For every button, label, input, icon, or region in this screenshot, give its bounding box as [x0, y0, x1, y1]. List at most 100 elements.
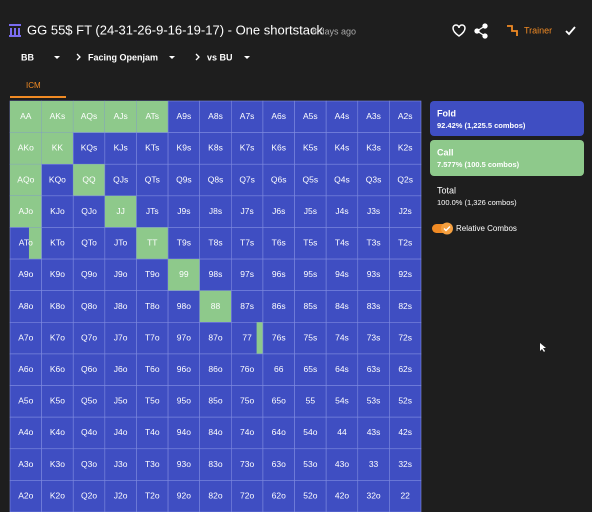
hand-cell [389, 322, 422, 355]
hand-label: 74s [335, 332, 349, 342]
hand-label: T5o [145, 396, 160, 406]
hand-cell [199, 322, 232, 355]
hand-label: 73s [367, 332, 381, 342]
hand-cell [389, 227, 422, 260]
hand-label: T6o [145, 364, 160, 374]
cursor [540, 343, 546, 352]
hand-label: QTs [145, 174, 160, 184]
hand-label: J8s [209, 206, 222, 216]
hand-cell [294, 448, 327, 481]
hand-cell [136, 163, 169, 197]
hand-label: 99 [179, 269, 189, 279]
hand-label: T2s [398, 238, 412, 248]
filter[interactable]: vs BU [207, 52, 233, 62]
hand-cell [294, 100, 327, 133]
call-share [104, 195, 137, 228]
filter[interactable]: BB [21, 52, 34, 62]
tab-underline [10, 96, 66, 98]
tab[interactable]: ICM [26, 81, 41, 90]
hand-cell [262, 163, 295, 197]
hand-label: 97s [240, 269, 254, 279]
hand-cell [41, 480, 74, 512]
hand-label: 76s [272, 332, 286, 342]
hand-label: Q2o [81, 490, 97, 500]
hand-label: J7o [114, 332, 128, 342]
hand-label: 53s [367, 396, 381, 406]
hand-label: JTs [146, 206, 159, 216]
hand-label: 55 [306, 396, 316, 406]
hand-label: T5s [303, 238, 317, 248]
hand-label: AJs [114, 111, 128, 121]
hand-cell [262, 322, 295, 355]
hand-cell [199, 448, 232, 481]
hand-label: AQs [81, 111, 98, 121]
hand-cell [9, 353, 42, 386]
share-button[interactable] [474, 23, 488, 39]
hand-label: J9s [177, 206, 190, 216]
hand-label: Q4s [334, 174, 350, 184]
hand-label: 75s [303, 332, 317, 342]
hand-cell [389, 258, 422, 291]
hand-label: 73o [240, 459, 254, 469]
hand-cell [167, 100, 200, 133]
hand-label: T2o [145, 490, 160, 500]
hand-label: A9o [18, 269, 33, 279]
filter[interactable]: Facing Openjam [88, 52, 158, 62]
hand-cell [167, 227, 200, 260]
hand-label: J2o [114, 490, 128, 500]
hand-cell [262, 100, 295, 133]
hand-cell [199, 163, 232, 197]
hand-label: T8s [208, 238, 222, 248]
hand-cell [72, 448, 106, 481]
hand-cell [357, 322, 390, 355]
hand-label: 83s [367, 301, 381, 311]
hand-label: J5o [114, 396, 128, 406]
hand-cell [357, 258, 390, 291]
hand-cell [262, 132, 295, 165]
action-detail: 7.577% (100.5 combos) [437, 160, 520, 169]
fold-box[interactable] [430, 101, 584, 136]
hand-cell [199, 227, 232, 260]
favorite-button[interactable] [452, 24, 466, 37]
hand-label: 54s [335, 396, 349, 406]
hand-cell [199, 416, 232, 450]
hand-label: T9s [177, 238, 191, 248]
confirm-button[interactable] [565, 26, 576, 36]
hand-cell [389, 353, 422, 386]
hand-cell [72, 195, 106, 228]
hand-label: Q6o [81, 364, 97, 374]
hand-cell [262, 195, 295, 228]
hand-label: K2s [398, 143, 413, 153]
hand-cell [167, 132, 200, 165]
hand-label: 98s [209, 269, 223, 279]
trainer-button[interactable]: Trainer [524, 25, 552, 35]
hand-label: T3o [145, 459, 160, 469]
hand-cell [262, 258, 295, 291]
call-box[interactable] [430, 140, 584, 176]
hand-label: QTo [81, 238, 97, 248]
hand-cell [136, 290, 169, 323]
hand-label: A3o [18, 459, 33, 469]
hand-cell [231, 100, 264, 133]
hand-cell [357, 416, 390, 450]
hand-cell [389, 100, 422, 133]
hand-label: AJo [18, 206, 33, 216]
hand-cell [294, 480, 327, 512]
call-share [104, 101, 137, 133]
hand-cell [357, 195, 390, 228]
total-label: Total [437, 185, 456, 195]
action-detail: 92.42% (1,225.5 combos) [437, 121, 526, 130]
hand-label: K7s [240, 143, 255, 153]
hand-cell [104, 132, 137, 165]
hand-cell [325, 416, 359, 450]
hand-label: K2o [50, 490, 65, 500]
hand-label: ATs [145, 111, 159, 121]
hand-label: 52o [303, 490, 317, 500]
hand-label: 92s [398, 269, 412, 279]
toggle-knob[interactable] [441, 222, 453, 235]
dropdown-arrow [169, 56, 175, 59]
hand-label: 42o [335, 490, 349, 500]
hand-cell [72, 227, 106, 260]
hand-cell [104, 163, 137, 197]
